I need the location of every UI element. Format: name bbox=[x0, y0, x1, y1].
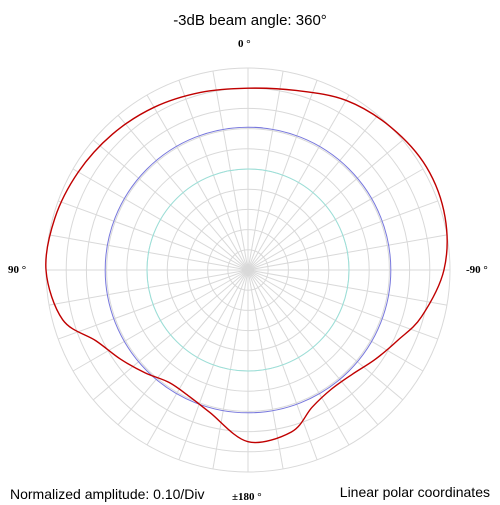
angle-label-minus-90: -90 ° bbox=[466, 264, 488, 276]
reference-circle bbox=[104, 126, 392, 414]
angle-label-90: 90 ° bbox=[8, 264, 27, 276]
angle-label-0: 0 ° bbox=[238, 38, 251, 50]
angle-label-180: ±180 ° bbox=[232, 491, 262, 503]
reference-circle bbox=[146, 168, 350, 372]
coordinate-label: Linear polar coordinates bbox=[339, 484, 490, 500]
series-line bbox=[45, 87, 448, 444]
chart-title: -3dB beam angle: 360° bbox=[173, 12, 327, 29]
scale-label: Normalized amplitude: 0.10/Div bbox=[10, 486, 205, 502]
